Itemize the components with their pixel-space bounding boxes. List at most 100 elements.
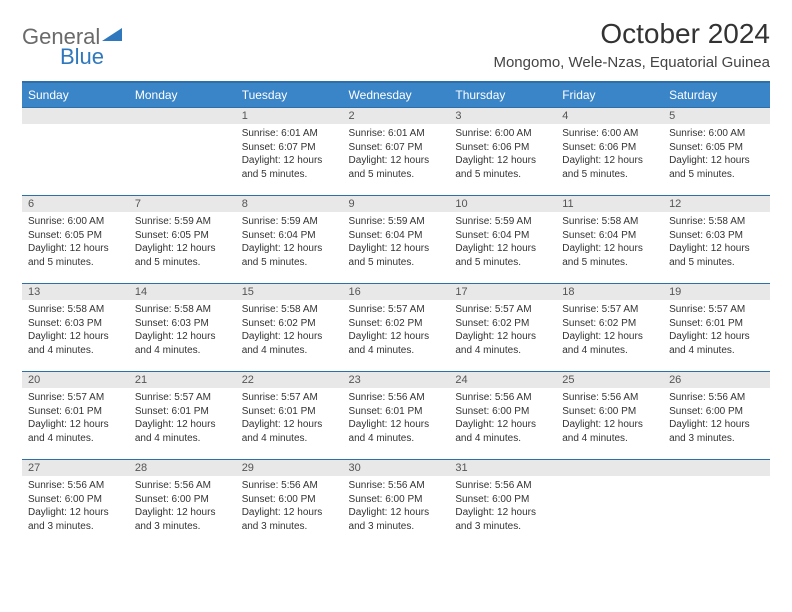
sunset-line: Sunset: 6:04 PM	[242, 229, 337, 243]
day-number: 30	[343, 460, 450, 476]
day-number: 5	[663, 108, 770, 124]
day-details: Sunrise: 6:01 AMSunset: 6:07 PMDaylight:…	[343, 124, 450, 185]
calendar-cell: 23Sunrise: 5:56 AMSunset: 6:01 PMDayligh…	[343, 372, 450, 460]
sunset-line: Sunset: 6:00 PM	[242, 493, 337, 507]
day-number: 15	[236, 284, 343, 300]
calendar-cell: 4Sunrise: 6:00 AMSunset: 6:06 PMDaylight…	[556, 108, 663, 196]
calendar-cell	[22, 108, 129, 196]
sunset-line: Sunset: 6:00 PM	[455, 493, 550, 507]
day-details: Sunrise: 5:56 AMSunset: 6:00 PMDaylight:…	[22, 476, 129, 537]
sunset-line: Sunset: 6:01 PM	[669, 317, 764, 331]
day-number: 2	[343, 108, 450, 124]
sunset-line: Sunset: 6:02 PM	[562, 317, 657, 331]
calendar-cell: 10Sunrise: 5:59 AMSunset: 6:04 PMDayligh…	[449, 196, 556, 284]
day-details: Sunrise: 5:58 AMSunset: 6:04 PMDaylight:…	[556, 212, 663, 273]
day-number: 18	[556, 284, 663, 300]
sunset-line: Sunset: 6:03 PM	[28, 317, 123, 331]
sunrise-line: Sunrise: 6:00 AM	[455, 127, 550, 141]
day-number: 24	[449, 372, 556, 388]
calendar-cell: 18Sunrise: 5:57 AMSunset: 6:02 PMDayligh…	[556, 284, 663, 372]
calendar-week-row: 27Sunrise: 5:56 AMSunset: 6:00 PMDayligh…	[22, 460, 770, 548]
day-number: 11	[556, 196, 663, 212]
calendar-cell: 15Sunrise: 5:58 AMSunset: 6:02 PMDayligh…	[236, 284, 343, 372]
sunrise-line: Sunrise: 5:56 AM	[28, 479, 123, 493]
day-details: Sunrise: 5:56 AMSunset: 6:00 PMDaylight:…	[663, 388, 770, 449]
daylight-line: Daylight: 12 hours and 5 minutes.	[669, 154, 764, 181]
daylight-line: Daylight: 12 hours and 5 minutes.	[242, 242, 337, 269]
sunset-line: Sunset: 6:00 PM	[455, 405, 550, 419]
calendar-cell: 14Sunrise: 5:58 AMSunset: 6:03 PMDayligh…	[129, 284, 236, 372]
sunset-line: Sunset: 6:01 PM	[135, 405, 230, 419]
calendar-cell: 26Sunrise: 5:56 AMSunset: 6:00 PMDayligh…	[663, 372, 770, 460]
sunset-line: Sunset: 6:04 PM	[349, 229, 444, 243]
daylight-line: Daylight: 12 hours and 5 minutes.	[28, 242, 123, 269]
sunrise-line: Sunrise: 5:57 AM	[28, 391, 123, 405]
daylight-line: Daylight: 12 hours and 4 minutes.	[28, 418, 123, 445]
day-details: Sunrise: 6:00 AMSunset: 6:06 PMDaylight:…	[449, 124, 556, 185]
sunrise-line: Sunrise: 5:56 AM	[669, 391, 764, 405]
day-details: Sunrise: 5:57 AMSunset: 6:02 PMDaylight:…	[556, 300, 663, 361]
day-details: Sunrise: 5:59 AMSunset: 6:04 PMDaylight:…	[236, 212, 343, 273]
daylight-line: Daylight: 12 hours and 5 minutes.	[135, 242, 230, 269]
day-details: Sunrise: 6:01 AMSunset: 6:07 PMDaylight:…	[236, 124, 343, 185]
calendar-cell: 21Sunrise: 5:57 AMSunset: 6:01 PMDayligh…	[129, 372, 236, 460]
calendar-head: SundayMondayTuesdayWednesdayThursdayFrid…	[22, 82, 770, 108]
sunrise-line: Sunrise: 5:57 AM	[349, 303, 444, 317]
sunset-line: Sunset: 6:00 PM	[135, 493, 230, 507]
title-block: October 2024 Mongomo, Wele-Nzas, Equator…	[493, 18, 770, 71]
calendar-cell	[663, 460, 770, 548]
day-details: Sunrise: 5:56 AMSunset: 6:00 PMDaylight:…	[449, 388, 556, 449]
logo-mark-icon	[102, 28, 122, 47]
daylight-line: Daylight: 12 hours and 5 minutes.	[242, 154, 337, 181]
header: General October 2024 Mongomo, Wele-Nzas,…	[22, 18, 770, 71]
calendar-cell: 5Sunrise: 6:00 AMSunset: 6:05 PMDaylight…	[663, 108, 770, 196]
sunset-line: Sunset: 6:00 PM	[562, 405, 657, 419]
sunrise-line: Sunrise: 5:57 AM	[455, 303, 550, 317]
month-title: October 2024	[493, 18, 770, 50]
sunset-line: Sunset: 6:00 PM	[349, 493, 444, 507]
day-number: 9	[343, 196, 450, 212]
daylight-line: Daylight: 12 hours and 4 minutes.	[669, 330, 764, 357]
sunrise-line: Sunrise: 5:58 AM	[669, 215, 764, 229]
calendar-cell: 22Sunrise: 5:57 AMSunset: 6:01 PMDayligh…	[236, 372, 343, 460]
day-number: 14	[129, 284, 236, 300]
calendar-cell: 2Sunrise: 6:01 AMSunset: 6:07 PMDaylight…	[343, 108, 450, 196]
day-details: Sunrise: 6:00 AMSunset: 6:06 PMDaylight:…	[556, 124, 663, 185]
daylight-line: Daylight: 12 hours and 4 minutes.	[135, 418, 230, 445]
daylight-line: Daylight: 12 hours and 3 minutes.	[669, 418, 764, 445]
daylight-line: Daylight: 12 hours and 4 minutes.	[135, 330, 230, 357]
calendar-cell: 1Sunrise: 6:01 AMSunset: 6:07 PMDaylight…	[236, 108, 343, 196]
day-number: 4	[556, 108, 663, 124]
sunset-line: Sunset: 6:04 PM	[455, 229, 550, 243]
calendar-cell	[556, 460, 663, 548]
day-details: Sunrise: 5:57 AMSunset: 6:02 PMDaylight:…	[343, 300, 450, 361]
day-header: Wednesday	[343, 82, 450, 108]
calendar-table: SundayMondayTuesdayWednesdayThursdayFrid…	[22, 81, 770, 548]
sunrise-line: Sunrise: 5:56 AM	[349, 391, 444, 405]
calendar-body: 1Sunrise: 6:01 AMSunset: 6:07 PMDaylight…	[22, 108, 770, 548]
day-details: Sunrise: 5:58 AMSunset: 6:03 PMDaylight:…	[129, 300, 236, 361]
daylight-line: Daylight: 12 hours and 3 minutes.	[242, 506, 337, 533]
sunset-line: Sunset: 6:00 PM	[28, 493, 123, 507]
sunrise-line: Sunrise: 5:58 AM	[28, 303, 123, 317]
calendar-cell: 8Sunrise: 5:59 AMSunset: 6:04 PMDaylight…	[236, 196, 343, 284]
sunrise-line: Sunrise: 5:59 AM	[349, 215, 444, 229]
sunrise-line: Sunrise: 5:59 AM	[455, 215, 550, 229]
day-number: 31	[449, 460, 556, 476]
daylight-line: Daylight: 12 hours and 5 minutes.	[562, 242, 657, 269]
daylight-line: Daylight: 12 hours and 4 minutes.	[455, 418, 550, 445]
daylight-line: Daylight: 12 hours and 5 minutes.	[455, 154, 550, 181]
day-number: 1	[236, 108, 343, 124]
day-details: Sunrise: 5:59 AMSunset: 6:05 PMDaylight:…	[129, 212, 236, 273]
calendar-week-row: 1Sunrise: 6:01 AMSunset: 6:07 PMDaylight…	[22, 108, 770, 196]
sunset-line: Sunset: 6:06 PM	[562, 141, 657, 155]
day-details: Sunrise: 5:56 AMSunset: 6:00 PMDaylight:…	[556, 388, 663, 449]
calendar-cell: 6Sunrise: 6:00 AMSunset: 6:05 PMDaylight…	[22, 196, 129, 284]
day-details: Sunrise: 5:56 AMSunset: 6:00 PMDaylight:…	[449, 476, 556, 537]
day-number: 21	[129, 372, 236, 388]
calendar-cell: 27Sunrise: 5:56 AMSunset: 6:00 PMDayligh…	[22, 460, 129, 548]
day-header: Sunday	[22, 82, 129, 108]
daylight-line: Daylight: 12 hours and 5 minutes.	[669, 242, 764, 269]
day-details: Sunrise: 5:57 AMSunset: 6:01 PMDaylight:…	[22, 388, 129, 449]
day-number: 26	[663, 372, 770, 388]
